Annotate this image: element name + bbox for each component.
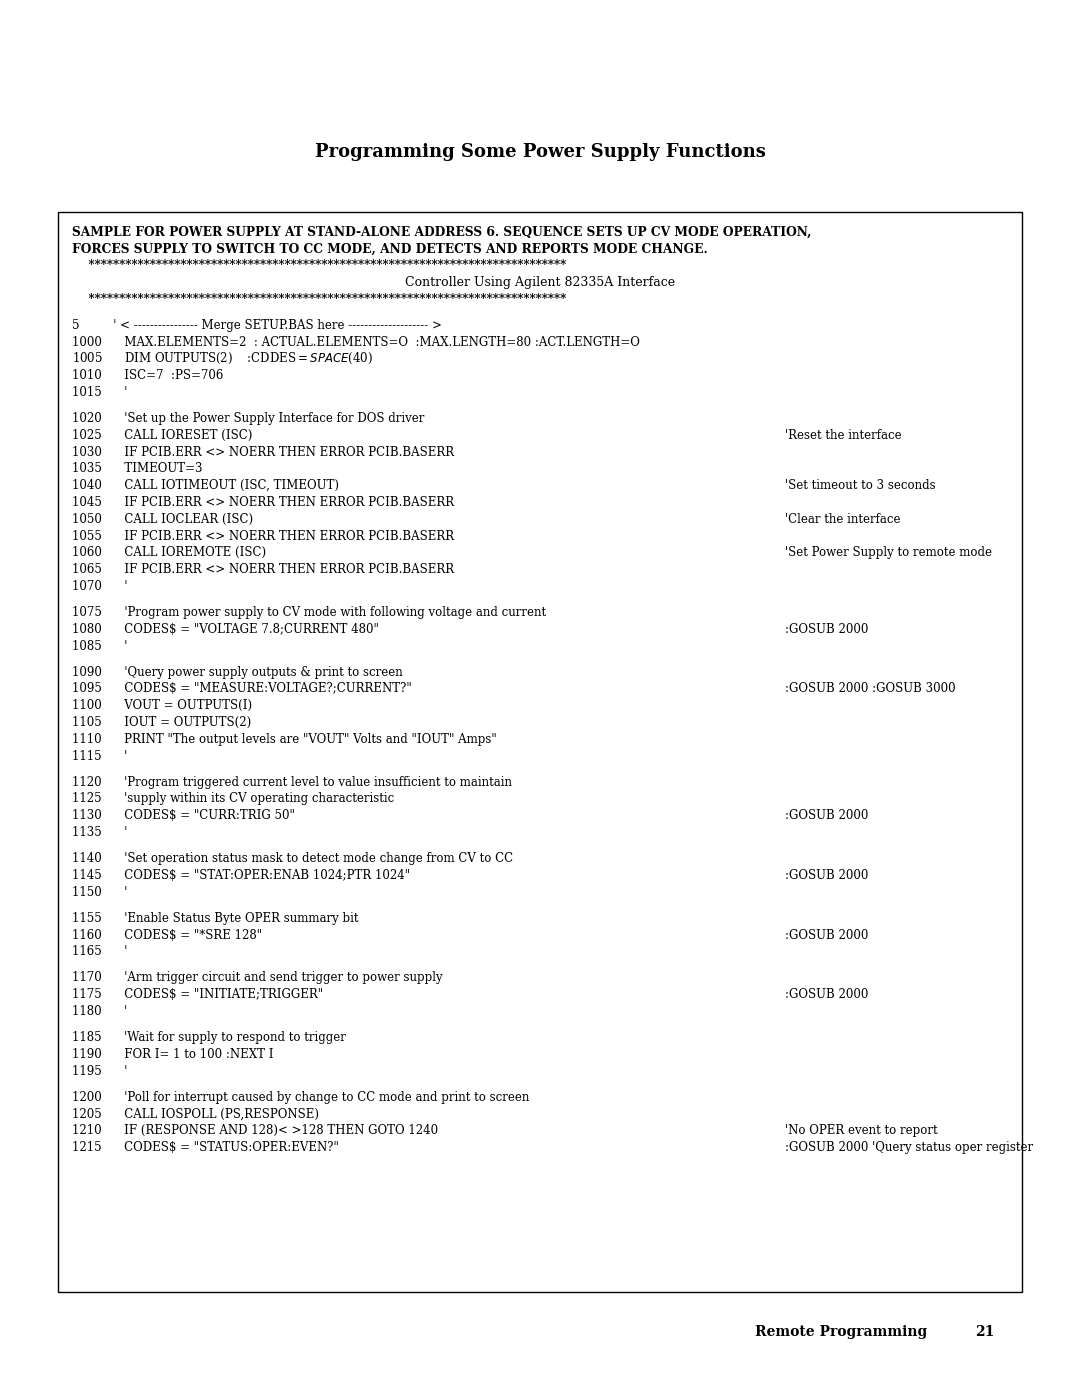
Text: 1150      ': 1150 ': [72, 886, 127, 898]
Text: :GOSUB 2000: :GOSUB 2000: [785, 988, 868, 1002]
Text: 1165      ': 1165 ': [72, 946, 127, 958]
Text: 1055      IF PCIB.ERR <> NOERR THEN ERROR PCIB.BASERR: 1055 IF PCIB.ERR <> NOERR THEN ERROR PCI…: [72, 529, 454, 542]
Bar: [58, 212, 1022, 1292]
Text: ******************************************************************************: ****************************************…: [72, 293, 566, 306]
Text: 1030      IF PCIB.ERR <> NOERR THEN ERROR PCIB.BASERR: 1030 IF PCIB.ERR <> NOERR THEN ERROR PCI…: [72, 446, 454, 458]
Text: Remote Programming: Remote Programming: [755, 1324, 928, 1338]
Text: 1070      ': 1070 ': [72, 580, 127, 592]
Text: 21: 21: [975, 1324, 995, 1338]
Text: 1170      'Arm trigger circuit and send trigger to power supply: 1170 'Arm trigger circuit and send trigg…: [72, 971, 443, 985]
Text: 'Reset the interface: 'Reset the interface: [785, 429, 902, 441]
Text: 1040      CALL IOTIMEOUT (ISC, TIMEOUT): 1040 CALL IOTIMEOUT (ISC, TIMEOUT): [72, 479, 339, 492]
Text: 1065      IF PCIB.ERR <> NOERR THEN ERROR PCIB.BASERR: 1065 IF PCIB.ERR <> NOERR THEN ERROR PCI…: [72, 563, 454, 576]
Text: 1185      'Wait for supply to respond to trigger: 1185 'Wait for supply to respond to trig…: [72, 1031, 346, 1044]
Text: FORCES SUPPLY TO SWITCH TO CC MODE, AND DETECTS AND REPORTS MODE CHANGE.: FORCES SUPPLY TO SWITCH TO CC MODE, AND …: [72, 242, 707, 256]
Text: 'No OPER event to report: 'No OPER event to report: [785, 1125, 937, 1137]
Text: 1175      CODES$ = "INITIATE;TRIGGER": 1175 CODES$ = "INITIATE;TRIGGER": [72, 988, 323, 1002]
Text: 1195      ': 1195 ': [72, 1065, 127, 1077]
Text: :GOSUB 2000: :GOSUB 2000: [785, 623, 868, 636]
Text: 1135      ': 1135 ': [72, 826, 127, 840]
Text: Programming Some Power Supply Functions: Programming Some Power Supply Functions: [314, 142, 766, 161]
Text: 1100      VOUT = OUTPUTS(I): 1100 VOUT = OUTPUTS(I): [72, 700, 252, 712]
Text: 1140      'Set operation status mask to detect mode change from CV to CC: 1140 'Set operation status mask to detec…: [72, 852, 513, 865]
Text: 1210      IF (RESPONSE AND 128)< >128 THEN GOTO 1240: 1210 IF (RESPONSE AND 128)< >128 THEN GO…: [72, 1125, 438, 1137]
Text: 1015      ': 1015 ': [72, 386, 127, 400]
Text: :GOSUB 2000: :GOSUB 2000: [785, 809, 868, 823]
Text: 'Clear the interface: 'Clear the interface: [785, 513, 901, 525]
Text: :GOSUB 2000: :GOSUB 2000: [785, 869, 868, 882]
Text: 'Set timeout to 3 seconds: 'Set timeout to 3 seconds: [785, 479, 935, 492]
Text: 1200      'Poll for interrupt caused by change to CC mode and print to screen: 1200 'Poll for interrupt caused by chang…: [72, 1091, 529, 1104]
Text: 1180      ': 1180 ': [72, 1004, 127, 1018]
Text: ******************************************************************************: ****************************************…: [72, 258, 566, 272]
Text: 1155      'Enable Status Byte OPER summary bit: 1155 'Enable Status Byte OPER summary bi…: [72, 912, 359, 925]
Text: 1120      'Program triggered current level to value insufficient to maintain: 1120 'Program triggered current level to…: [72, 775, 512, 789]
Text: 1000      MAX.ELEMENTS=2  : ACTUAL.ELEMENTS=O  :MAX.LENGTH=80 :ACT.LENGTH=O: 1000 MAX.ELEMENTS=2 : ACTUAL.ELEMENTS=O …: [72, 335, 639, 348]
Text: 1085      ': 1085 ': [72, 640, 127, 652]
Text: 1090      'Query power supply outputs & print to screen: 1090 'Query power supply outputs & print…: [72, 665, 403, 679]
Text: :GOSUB 2000: :GOSUB 2000: [785, 929, 868, 942]
Text: 1005      DIM OUTPUTS(2)    :CDDES$=SPACE$(40): 1005 DIM OUTPUTS(2) :CDDES$=SPACE$(40): [72, 351, 373, 366]
Text: 'Set Power Supply to remote mode: 'Set Power Supply to remote mode: [785, 546, 993, 559]
Text: 1110      PRINT "The output levels are "VOUT" Volts and "IOUT" Amps": 1110 PRINT "The output levels are "VOUT"…: [72, 733, 497, 746]
Text: :GOSUB 2000 :GOSUB 3000: :GOSUB 2000 :GOSUB 3000: [785, 683, 956, 696]
Text: :GOSUB 2000 'Query status oper register: :GOSUB 2000 'Query status oper register: [785, 1141, 1034, 1154]
Text: 1035      TIMEOUT=3: 1035 TIMEOUT=3: [72, 462, 203, 475]
Text: 1075      'Program power supply to CV mode with following voltage and current: 1075 'Program power supply to CV mode wi…: [72, 606, 546, 619]
Text: 1010      ISC=7  :PS=706: 1010 ISC=7 :PS=706: [72, 369, 224, 383]
Text: 1215      CODES$ = "STATUS:OPER:EVEN?": 1215 CODES$ = "STATUS:OPER:EVEN?": [72, 1141, 339, 1154]
Text: 1025      CALL IORESET (ISC): 1025 CALL IORESET (ISC): [72, 429, 253, 441]
Text: 1050      CALL IOCLEAR (ISC): 1050 CALL IOCLEAR (ISC): [72, 513, 253, 525]
Text: 1130      CODES$ = "CURR:TRIG 50": 1130 CODES$ = "CURR:TRIG 50": [72, 809, 295, 823]
Text: SAMPLE FOR POWER SUPPLY AT STAND-ALONE ADDRESS 6. SEQUENCE SETS UP CV MODE OPERA: SAMPLE FOR POWER SUPPLY AT STAND-ALONE A…: [72, 225, 811, 239]
Text: 1045      IF PCIB.ERR <> NOERR THEN ERROR PCIB.BASERR: 1045 IF PCIB.ERR <> NOERR THEN ERROR PCI…: [72, 496, 454, 509]
Text: 1060      CALL IOREMOTE (ISC): 1060 CALL IOREMOTE (ISC): [72, 546, 266, 559]
Text: 1020      'Set up the Power Supply Interface for DOS driver: 1020 'Set up the Power Supply Interface …: [72, 412, 424, 425]
Text: 1190      FOR I= 1 to 100 :NEXT I: 1190 FOR I= 1 to 100 :NEXT I: [72, 1048, 273, 1060]
Text: 5         ' < ---------------- Merge SETUP.BAS here -------------------- >: 5 ' < ---------------- Merge SETUP.BAS h…: [72, 319, 442, 331]
Text: 1115      ': 1115 ': [72, 750, 127, 763]
Text: 1205      CALL IOSPOLL (PS,RESPONSE): 1205 CALL IOSPOLL (PS,RESPONSE): [72, 1108, 319, 1120]
Text: 1080      CODES$ = "VOLTAGE 7.8;CURRENT 480": 1080 CODES$ = "VOLTAGE 7.8;CURRENT 480": [72, 623, 379, 636]
Text: 1160      CODES$ = "*SRE 128": 1160 CODES$ = "*SRE 128": [72, 929, 262, 942]
Text: 1095      CODES$ = "MEASURE:VOLTAGE?;CURRENT?": 1095 CODES$ = "MEASURE:VOLTAGE?;CURRENT?…: [72, 683, 411, 696]
Text: 1105      IOUT = OUTPUTS(2): 1105 IOUT = OUTPUTS(2): [72, 717, 252, 729]
Text: 1145      CODES$ = "STAT:OPER:ENAB 1024;PTR 1024": 1145 CODES$ = "STAT:OPER:ENAB 1024;PTR 1…: [72, 869, 410, 882]
Text: Controller Using Agilent 82335A Interface: Controller Using Agilent 82335A Interfac…: [405, 275, 675, 289]
Text: 1125      'supply within its CV operating characteristic: 1125 'supply within its CV operating cha…: [72, 792, 394, 806]
